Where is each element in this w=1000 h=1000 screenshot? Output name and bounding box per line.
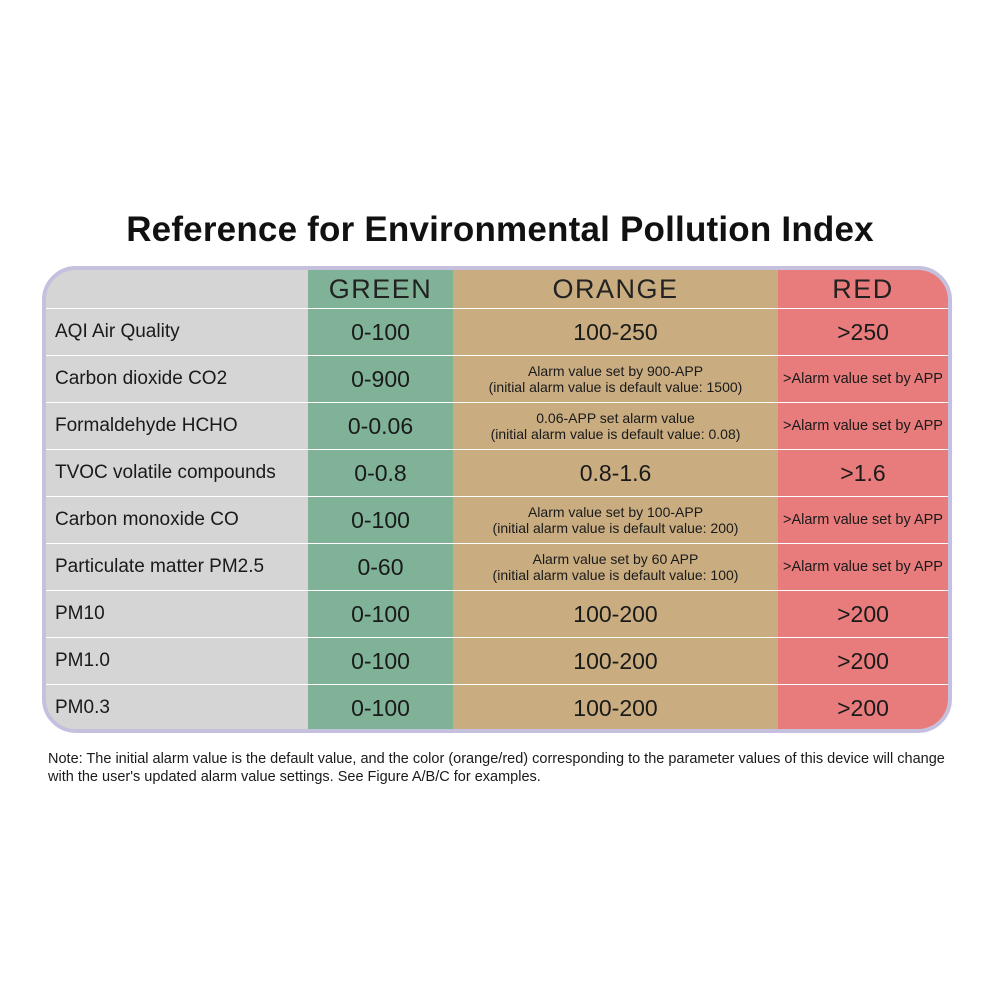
orange-line-1: Alarm value set by 100-APP <box>527 504 704 520</box>
green-value: 0-60 <box>308 543 453 591</box>
orange-value: 0.8-1.6 <box>453 449 778 497</box>
red-text: >Alarm value set by APP <box>783 512 943 528</box>
footnote: Note: The initial alarm value is the def… <box>48 751 945 785</box>
orange-line-1: 0.06-APP set alarm value <box>536 410 695 426</box>
red-range: >200 <box>837 600 889 627</box>
table-row: AQI Air Quality 0-100 100-250 >250 <box>46 308 948 356</box>
green-value: 0-0.8 <box>308 449 453 497</box>
table-row: Carbon dioxide CO2 0-900 Alarm value set… <box>46 355 948 403</box>
pollution-index-table: GREEN ORANGE RED AQI Air Quality 0-100 1… <box>42 266 952 733</box>
orange-line-2: (initial alarm value is default value: 0… <box>490 426 741 442</box>
red-value: >200 <box>778 684 948 729</box>
red-value: >200 <box>778 637 948 685</box>
header-orange: ORANGE <box>453 270 778 309</box>
orange-value: Alarm value set by 60 APP (initial alarm… <box>453 543 778 591</box>
red-value: >Alarm value set by APP <box>778 355 948 403</box>
orange-line-2: (initial alarm value is default value: 1… <box>492 567 739 583</box>
row-label: Carbon monoxide CO <box>46 496 308 544</box>
orange-value: 100-200 <box>453 684 778 729</box>
header-row: GREEN ORANGE RED <box>46 270 948 309</box>
orange-value: 100-250 <box>453 308 778 356</box>
table-row: PM0.3 0-100 100-200 >200 <box>46 684 948 729</box>
orange-value: Alarm value set by 100-APP (initial alar… <box>453 496 778 544</box>
orange-value: 0.06-APP set alarm value (initial alarm … <box>453 402 778 450</box>
row-label: Carbon dioxide CO2 <box>46 355 308 403</box>
red-range: >200 <box>837 694 889 721</box>
table-row: PM1.0 0-100 100-200 >200 <box>46 637 948 685</box>
row-label: PM0.3 <box>46 684 308 729</box>
red-text: >Alarm value set by APP <box>783 371 943 387</box>
header-label <box>46 270 308 309</box>
red-range: >200 <box>837 647 889 674</box>
green-value: 0-900 <box>308 355 453 403</box>
red-text: >Alarm value set by APP <box>783 559 943 575</box>
orange-value: Alarm value set by 900-APP (initial alar… <box>453 355 778 403</box>
orange-range: 100-200 <box>573 694 658 721</box>
red-value: >Alarm value set by APP <box>778 496 948 544</box>
green-value: 0-0.06 <box>308 402 453 450</box>
orange-line-1: Alarm value set by 60 APP <box>532 551 699 567</box>
orange-range: 0.8-1.6 <box>579 459 652 486</box>
red-range: >1.6 <box>840 459 886 486</box>
green-value: 0-100 <box>308 496 453 544</box>
red-text: >Alarm value set by APP <box>783 418 943 434</box>
orange-line-2: (initial alarm value is default value: 2… <box>492 520 739 536</box>
orange-range: 100-250 <box>573 318 658 345</box>
table-row: Formaldehyde HCHO 0-0.06 0.06-APP set al… <box>46 402 948 450</box>
row-label: PM1.0 <box>46 637 308 685</box>
orange-line-2: (initial alarm value is default value: 1… <box>488 379 743 395</box>
red-range: >250 <box>837 318 889 345</box>
table-row: PM10 0-100 100-200 >200 <box>46 590 948 638</box>
row-label: AQI Air Quality <box>46 308 308 356</box>
orange-range: 100-200 <box>573 600 658 627</box>
row-label: TVOC volatile compounds <box>46 449 308 497</box>
green-value: 0-100 <box>308 684 453 729</box>
table-row: TVOC volatile compounds 0-0.8 0.8-1.6 >1… <box>46 449 948 497</box>
row-label: PM10 <box>46 590 308 638</box>
row-label: Particulate matter PM2.5 <box>46 543 308 591</box>
green-value: 0-100 <box>308 308 453 356</box>
page-title: Reference for Environmental Pollution In… <box>126 210 874 249</box>
green-value: 0-100 <box>308 637 453 685</box>
red-value: >1.6 <box>778 449 948 497</box>
row-label: Formaldehyde HCHO <box>46 402 308 450</box>
table-row: Particulate matter PM2.5 0-60 Alarm valu… <box>46 543 948 591</box>
reference-table: GREEN ORANGE RED AQI Air Quality 0-100 1… <box>46 270 948 729</box>
orange-value: 100-200 <box>453 637 778 685</box>
table-row: Carbon monoxide CO 0-100 Alarm value set… <box>46 496 948 544</box>
red-value: >200 <box>778 590 948 638</box>
red-value: >Alarm value set by APP <box>778 543 948 591</box>
header-green: GREEN <box>308 270 453 309</box>
green-value: 0-100 <box>308 590 453 638</box>
header-red: RED <box>778 270 948 309</box>
orange-value: 100-200 <box>453 590 778 638</box>
red-value: >250 <box>778 308 948 356</box>
red-value: >Alarm value set by APP <box>778 402 948 450</box>
orange-range: 100-200 <box>573 647 658 674</box>
orange-line-1: Alarm value set by 900-APP <box>527 363 704 379</box>
